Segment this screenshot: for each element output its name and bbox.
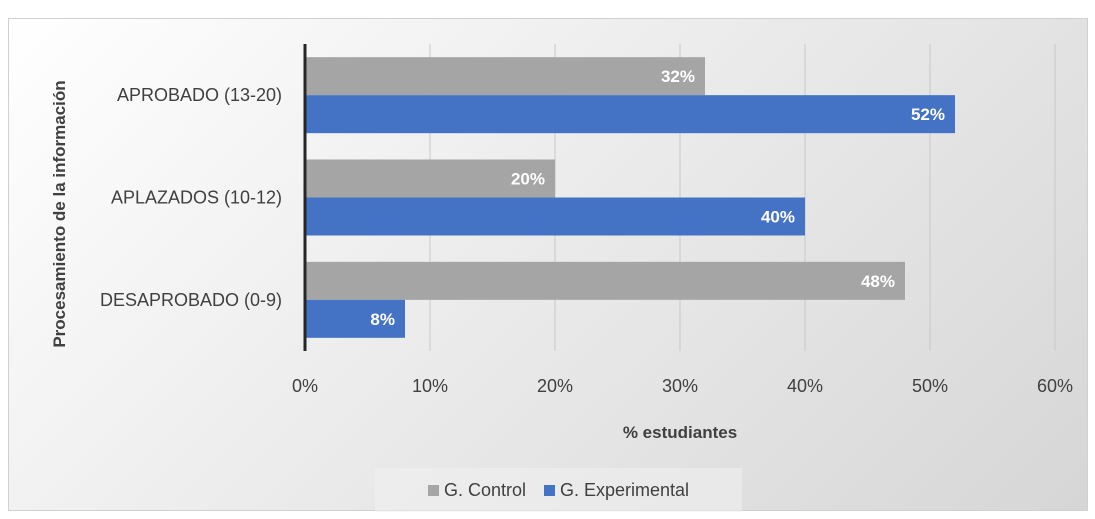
data-label: 52%: [911, 105, 945, 124]
category-label: APROBADO (13-20): [117, 85, 282, 105]
legend-label-control: G. Control: [444, 480, 526, 501]
x-tick-label: 10%: [412, 376, 448, 396]
x-tick-label: 30%: [662, 376, 698, 396]
y-axis-title: Procesamiento de la información: [50, 80, 70, 347]
data-label: 40%: [761, 208, 795, 227]
x-tick-label: 50%: [912, 376, 948, 396]
x-tick-label: 60%: [1037, 376, 1073, 396]
legend: G. Control G. Experimental: [375, 468, 742, 512]
legend-item-control: G. Control: [428, 480, 526, 501]
x-tick-label: 20%: [537, 376, 573, 396]
legend-swatch-control: [428, 485, 439, 496]
bar: [305, 262, 905, 300]
category-label: DESAPROBADO (0-9): [100, 290, 282, 310]
legend-swatch-experimental: [544, 485, 555, 496]
data-label: 32%: [661, 67, 695, 86]
x-axis-title: % estudiantes: [623, 423, 737, 443]
bar: [305, 198, 805, 236]
data-label: 8%: [370, 310, 395, 329]
bar: [305, 95, 955, 133]
category-label: APLAZADOS (10-12): [111, 188, 282, 208]
x-tick-label: 40%: [787, 376, 823, 396]
legend-label-experimental: G. Experimental: [560, 480, 689, 501]
data-label: 20%: [511, 170, 545, 189]
x-tick-label: 0%: [292, 376, 318, 396]
data-label: 48%: [861, 272, 895, 291]
bar: [305, 57, 705, 95]
legend-item-experimental: G. Experimental: [544, 480, 689, 501]
